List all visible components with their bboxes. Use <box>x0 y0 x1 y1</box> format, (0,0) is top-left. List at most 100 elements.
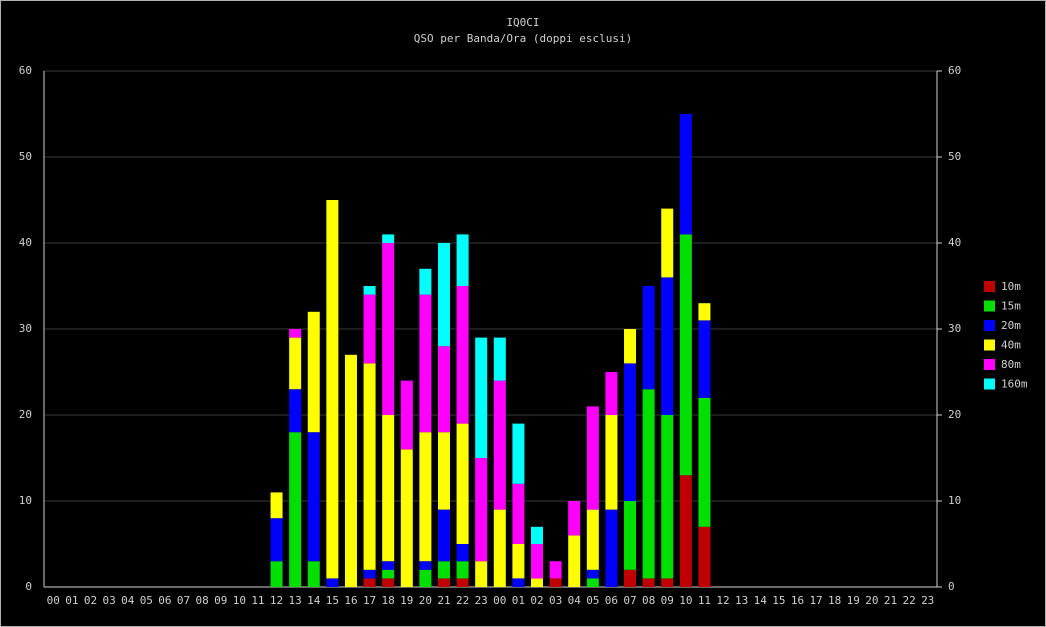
bar-segment <box>531 526 544 544</box>
legend-swatch <box>984 378 995 390</box>
bar-segment <box>549 578 562 587</box>
bar-segment <box>344 354 357 587</box>
y2-tick-label: 30 <box>948 322 961 335</box>
y-tick-label: 20 <box>19 408 32 421</box>
bar-segment <box>568 501 581 536</box>
bar-segment <box>679 114 692 235</box>
bar-segment <box>586 406 599 510</box>
y-tick-label: 50 <box>19 150 32 163</box>
y2-tick-label: 60 <box>948 64 961 77</box>
x-tick-label: 00 <box>493 594 506 607</box>
bar-segment <box>456 561 469 579</box>
bar-segment <box>605 372 618 415</box>
bar-segment <box>624 569 637 587</box>
legend-label: 40m <box>1001 339 1021 352</box>
x-tick-label: 12 <box>716 594 729 607</box>
y2-tick-label: 0 <box>948 580 955 593</box>
x-tick-label: 07 <box>623 594 636 607</box>
bar-segment <box>642 286 655 390</box>
bar-segment <box>624 329 637 364</box>
bar-segment <box>456 286 469 424</box>
legend-swatch <box>984 320 995 331</box>
bar-segment <box>661 415 674 579</box>
bar-segment <box>289 329 302 338</box>
x-tick-label: 07 <box>177 594 190 607</box>
legend-label: 20m <box>1001 319 1021 332</box>
x-tick-label: 03 <box>102 594 115 607</box>
x-tick-label: 04 <box>568 594 582 607</box>
legend-swatch <box>984 300 995 312</box>
bar-segment <box>605 415 618 510</box>
bar-segment <box>382 561 395 570</box>
x-tick-label: 14 <box>307 594 321 607</box>
bar-segment <box>531 544 544 579</box>
bar-segment <box>475 458 488 562</box>
x-tick-label: 15 <box>326 594 339 607</box>
bar-segment <box>437 578 450 587</box>
x-tick-label: 09 <box>214 594 227 607</box>
x-tick-label: 18 <box>382 594 395 607</box>
bar-segment <box>382 578 395 587</box>
x-tick-label: 18 <box>828 594 841 607</box>
bar-segment <box>549 561 562 579</box>
x-tick-label: 17 <box>809 594 822 607</box>
bar-segment <box>698 397 711 527</box>
bar-segment <box>512 578 525 587</box>
bar-segment <box>363 294 376 364</box>
bar-segment <box>437 432 450 510</box>
bar-segment <box>363 286 376 295</box>
bar-segment <box>437 561 450 579</box>
bar-segment <box>512 483 525 544</box>
bar-segment <box>400 449 413 587</box>
legend-swatch <box>984 281 995 292</box>
bar-segment <box>382 234 395 243</box>
y-tick-label: 10 <box>19 494 32 507</box>
bar-segment <box>493 509 506 587</box>
x-tick-label: 16 <box>344 594 357 607</box>
x-tick-label: 22 <box>456 594 469 607</box>
bar-segment <box>661 578 674 587</box>
x-tick-label: 05 <box>586 594 599 607</box>
legend-label: 10m <box>1001 280 1021 293</box>
bar-segment <box>289 389 302 433</box>
x-tick-label: 10 <box>233 594 246 607</box>
bar-segment <box>475 561 488 587</box>
bar-segment <box>419 294 432 433</box>
x-tick-label: 12 <box>270 594 283 607</box>
bar-segment <box>382 569 395 579</box>
bar-segment <box>568 535 581 587</box>
y-tick-label: 60 <box>19 64 32 77</box>
x-tick-label: 08 <box>196 594 209 607</box>
chart-subtitle: QSO per Banda/Ora (doppi esclusi) <box>414 32 633 45</box>
bar-segment <box>624 501 637 570</box>
bar-segment <box>419 268 432 295</box>
bar-segment <box>382 415 395 562</box>
bar-segment <box>586 569 599 579</box>
x-tick-label: 21 <box>437 594 450 607</box>
x-tick-label: 21 <box>884 594 897 607</box>
x-tick-label: 06 <box>605 594 618 607</box>
bar-segment <box>363 569 376 579</box>
x-tick-label: 00 <box>47 594 60 607</box>
bar-segment <box>456 544 469 562</box>
bar-segment <box>493 337 506 381</box>
bar-segment <box>363 578 376 587</box>
bar-segment <box>382 243 395 415</box>
x-tick-label: 08 <box>642 594 655 607</box>
bar-segment <box>326 200 339 579</box>
bar-segment <box>326 578 339 587</box>
bar-segment <box>400 380 413 450</box>
x-tick-label: 02 <box>84 594 97 607</box>
y2-tick-label: 20 <box>948 408 961 421</box>
x-tick-label: 01 <box>65 594 78 607</box>
x-tick-label: 13 <box>735 594 748 607</box>
x-tick-label: 22 <box>902 594 915 607</box>
x-tick-label: 16 <box>791 594 804 607</box>
bar-segment <box>270 492 283 519</box>
bar-segment <box>642 578 655 587</box>
y-tick-label: 0 <box>25 580 32 593</box>
bar-segment <box>512 423 525 484</box>
bar-segment <box>493 380 506 510</box>
